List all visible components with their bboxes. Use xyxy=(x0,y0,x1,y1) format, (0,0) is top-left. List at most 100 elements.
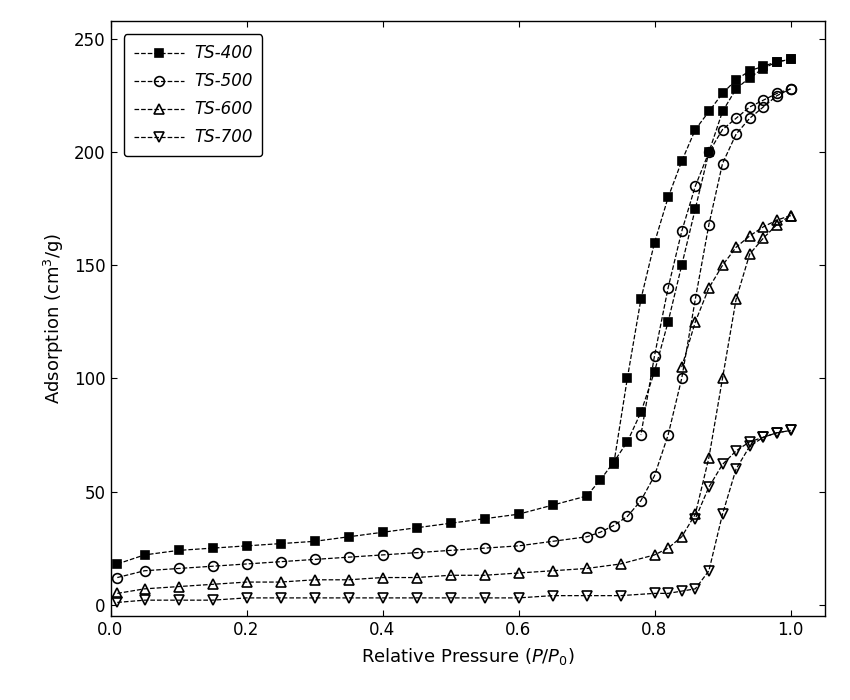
TS-700 xyxy=(785,426,796,435)
TS-400 xyxy=(677,261,687,270)
TS-700 xyxy=(547,592,558,600)
TS-700 xyxy=(513,594,524,602)
TS-500 xyxy=(595,528,605,536)
TS-500 xyxy=(758,103,768,111)
TS-400 xyxy=(609,458,619,466)
TS-400 xyxy=(275,540,286,548)
TS-500 xyxy=(445,546,456,554)
TS-600 xyxy=(377,573,388,582)
TS-500 xyxy=(581,533,592,541)
TS-600 xyxy=(445,571,456,580)
TS-400 xyxy=(513,510,524,519)
TS-600 xyxy=(615,560,626,568)
TS-500 xyxy=(411,549,422,557)
Line: TS-600: TS-600 xyxy=(112,211,796,598)
X-axis label: $\mathrm{Relative\ Pressure\ }(P/P_0)$: $\mathrm{Relative\ Pressure\ }(P/P_0)$ xyxy=(360,646,575,667)
TS-700 xyxy=(677,587,687,595)
TS-600 xyxy=(241,578,252,587)
TS-500 xyxy=(139,566,150,575)
TS-600 xyxy=(411,573,422,582)
Line: TS-500: TS-500 xyxy=(112,84,796,582)
TS-400 xyxy=(411,524,422,532)
TS-700 xyxy=(772,428,782,437)
TS-700 xyxy=(479,594,490,602)
TS-600 xyxy=(275,578,286,587)
TS-700 xyxy=(343,594,354,602)
TS-500 xyxy=(112,573,122,582)
TS-600 xyxy=(785,211,796,220)
TS-400 xyxy=(241,542,252,550)
TS-500 xyxy=(704,220,714,229)
TS-400 xyxy=(581,492,592,500)
TS-600 xyxy=(581,564,592,573)
Line: TS-700: TS-700 xyxy=(112,426,796,608)
TS-400 xyxy=(745,74,755,82)
TS-700 xyxy=(139,596,150,604)
TS-400 xyxy=(207,544,218,552)
TS-700 xyxy=(309,594,320,602)
TS-600 xyxy=(479,571,490,580)
Y-axis label: $\mathrm{Adsorption\ (cm^3/g)}$: $\mathrm{Adsorption\ (cm^3/g)}$ xyxy=(42,233,65,404)
TS-400 xyxy=(173,546,184,554)
TS-500 xyxy=(690,295,700,304)
TS-600 xyxy=(173,582,184,591)
TS-600 xyxy=(547,566,558,575)
TS-500 xyxy=(513,542,524,550)
TS-600 xyxy=(745,250,755,258)
TS-500 xyxy=(609,522,619,530)
TS-500 xyxy=(377,551,388,559)
TS-500 xyxy=(547,537,558,545)
TS-400 xyxy=(704,148,714,156)
TS-500 xyxy=(173,564,184,573)
TS-500 xyxy=(207,562,218,570)
TS-400 xyxy=(622,438,632,446)
TS-600 xyxy=(663,544,673,552)
TS-700 xyxy=(207,596,218,604)
TS-400 xyxy=(772,57,782,66)
TS-700 xyxy=(704,566,714,575)
TS-600 xyxy=(343,575,354,584)
TS-500 xyxy=(731,130,741,139)
TS-600 xyxy=(513,569,524,577)
TS-400 xyxy=(731,85,741,93)
TS-400 xyxy=(309,537,320,545)
TS-600 xyxy=(690,510,700,519)
TS-700 xyxy=(581,592,592,600)
TS-500 xyxy=(649,472,660,480)
TS-600 xyxy=(731,295,741,304)
TS-500 xyxy=(785,85,796,93)
TS-500 xyxy=(636,496,646,505)
TS-600 xyxy=(772,220,782,229)
TS-600 xyxy=(207,580,218,589)
TS-500 xyxy=(343,553,354,561)
TS-700 xyxy=(690,584,700,593)
TS-500 xyxy=(745,114,755,122)
Legend: TS-400, TS-500, TS-600, TS-700: TS-400, TS-500, TS-600, TS-700 xyxy=(124,34,263,156)
TS-700 xyxy=(663,589,673,598)
TS-700 xyxy=(731,465,741,473)
TS-700 xyxy=(745,442,755,451)
TS-400 xyxy=(445,519,456,527)
TS-700 xyxy=(241,594,252,602)
TS-400 xyxy=(785,55,796,64)
TS-400 xyxy=(636,408,646,416)
TS-700 xyxy=(112,598,122,607)
TS-500 xyxy=(772,92,782,100)
TS-400 xyxy=(112,560,122,568)
TS-500 xyxy=(622,512,632,521)
TS-700 xyxy=(445,594,456,602)
TS-700 xyxy=(758,433,768,442)
TS-400 xyxy=(649,368,660,376)
TS-400 xyxy=(479,514,490,523)
TS-400 xyxy=(717,107,728,116)
TS-700 xyxy=(717,510,728,519)
TS-400 xyxy=(547,501,558,510)
TS-500 xyxy=(309,555,320,564)
TS-500 xyxy=(241,560,252,568)
TS-600 xyxy=(309,575,320,584)
TS-600 xyxy=(677,533,687,541)
TS-700 xyxy=(649,589,660,598)
TS-400 xyxy=(343,533,354,541)
TS-500 xyxy=(677,374,687,383)
TS-600 xyxy=(112,589,122,598)
